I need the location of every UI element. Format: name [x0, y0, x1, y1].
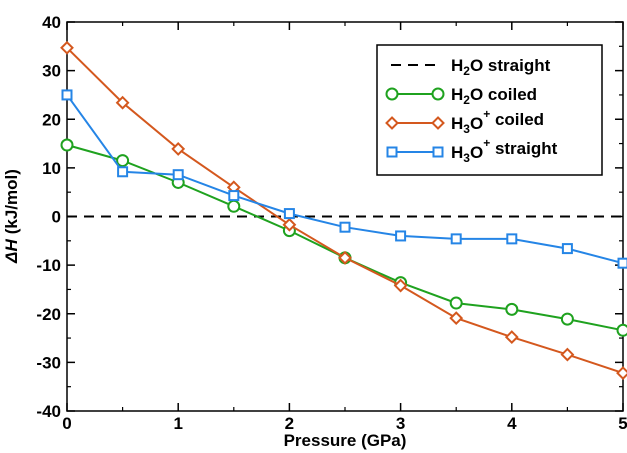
- legend-marker: [385, 87, 399, 101]
- y-axis-label-unit: (kJ/mol): [2, 169, 21, 234]
- y-tick-label: 0: [52, 208, 61, 227]
- y-tick-label: 10: [42, 159, 61, 178]
- data-point-h2o-coiled: [616, 323, 627, 337]
- data-point-h3o-straight: [339, 221, 351, 233]
- x-tick-label: 0: [62, 414, 71, 433]
- y-tick-label: -10: [36, 256, 61, 275]
- legend-item-h3o-straight: H3O+ straight: [386, 136, 558, 165]
- y-tick-label: -30: [36, 353, 61, 372]
- y-tick-label: -40: [36, 402, 61, 421]
- legend-box: [376, 44, 603, 176]
- legend-label-part: +: [483, 107, 490, 121]
- data-point-h3o-coiled: [504, 330, 519, 345]
- legend-item-h2o-coiled: H2O coiled: [385, 85, 537, 107]
- y-tick-label: 20: [42, 110, 61, 129]
- legend-label: H3O+ coiled: [451, 107, 544, 136]
- data-point-h3o-straight: [172, 169, 184, 181]
- data-point-h3o-straight: [506, 233, 518, 245]
- legend-item-h2o-straight: H2O straight: [391, 56, 551, 78]
- legend-label: H3O+ straight: [451, 136, 558, 165]
- series-h3o-straight: [61, 89, 627, 269]
- data-point-h3o-straight: [450, 233, 462, 245]
- data-point-h2o-coiled: [60, 138, 74, 152]
- series-layer: [60, 40, 627, 380]
- x-tick-label: 2: [285, 414, 294, 433]
- series-h3o-coiled: [60, 40, 627, 380]
- data-point-h2o-coiled: [505, 302, 519, 316]
- x-tick-label: 1: [173, 414, 182, 433]
- x-axis-label: Pressure (GPa): [284, 431, 407, 450]
- y-tick-label: -20: [36, 305, 61, 324]
- plot-area: 0 1 2 3 4 5 -40 -30 -20 -10 0 10 20 30 40: [36, 13, 627, 433]
- data-point-h2o-coiled: [227, 199, 241, 213]
- legend-label-part: 2: [463, 93, 470, 107]
- legend-marker: [432, 146, 444, 158]
- legend-label: H2O coiled: [451, 85, 537, 107]
- data-point-h3o-straight: [617, 257, 627, 269]
- legend-label-part: O coiled: [470, 85, 537, 104]
- legend-label-part: O straight: [470, 56, 551, 75]
- legend-label-part: O: [470, 114, 483, 133]
- data-point-h3o-coiled: [171, 141, 186, 156]
- legend-label-part: H: [451, 143, 463, 162]
- x-tick-label: 4: [507, 414, 517, 433]
- data-point-h3o-straight: [283, 208, 295, 220]
- data-point-h3o-coiled: [393, 278, 408, 293]
- legend-label-part: O: [470, 143, 483, 162]
- legend-label: H2O straight: [451, 56, 551, 78]
- legend-label-part: straight: [490, 139, 557, 158]
- legend-label-part: H: [451, 56, 463, 75]
- legend-label-part: H: [451, 85, 463, 104]
- data-point-h2o-coiled: [560, 312, 574, 326]
- legend-item-h3o-coiled: H3O+ coiled: [385, 107, 544, 136]
- data-point-h3o-coiled: [282, 217, 297, 232]
- data-point-h3o-straight: [61, 89, 73, 101]
- legend-marker: [385, 116, 399, 130]
- legend-label-part: 3: [463, 122, 470, 136]
- data-point-h3o-coiled: [60, 40, 74, 55]
- data-point-h3o-straight: [395, 230, 407, 242]
- legend-label-part: 3: [463, 151, 470, 165]
- y-axis-label-symbol: ΔH: [2, 239, 21, 264]
- legend-marker: [431, 116, 445, 130]
- data-point-h3o-coiled: [115, 95, 130, 110]
- data-point-h3o-straight: [228, 190, 240, 202]
- legend-label-part: coiled: [490, 110, 544, 129]
- legend-marker: [386, 146, 398, 158]
- legend-label-part: +: [483, 136, 490, 150]
- data-point-h2o-coiled: [449, 296, 463, 310]
- legend-marker: [431, 87, 445, 101]
- data-point-h3o-straight: [561, 243, 573, 255]
- y-axis-label: ΔH (kJ/mol): [2, 169, 21, 264]
- x-tick-label: 3: [396, 414, 405, 433]
- data-point-h3o-straight: [117, 166, 129, 178]
- legend-label-part: 2: [463, 64, 470, 78]
- data-point-h2o-coiled: [116, 154, 130, 168]
- y-tick-label: 30: [42, 62, 61, 81]
- data-point-h3o-coiled: [616, 366, 627, 380]
- y-tick-label: 40: [42, 13, 61, 32]
- x-tick-label: 5: [618, 414, 627, 433]
- legend-label-part: H: [451, 114, 463, 133]
- data-point-h3o-coiled: [338, 250, 352, 265]
- data-point-h3o-coiled: [449, 311, 464, 326]
- data-point-h3o-coiled: [560, 347, 575, 362]
